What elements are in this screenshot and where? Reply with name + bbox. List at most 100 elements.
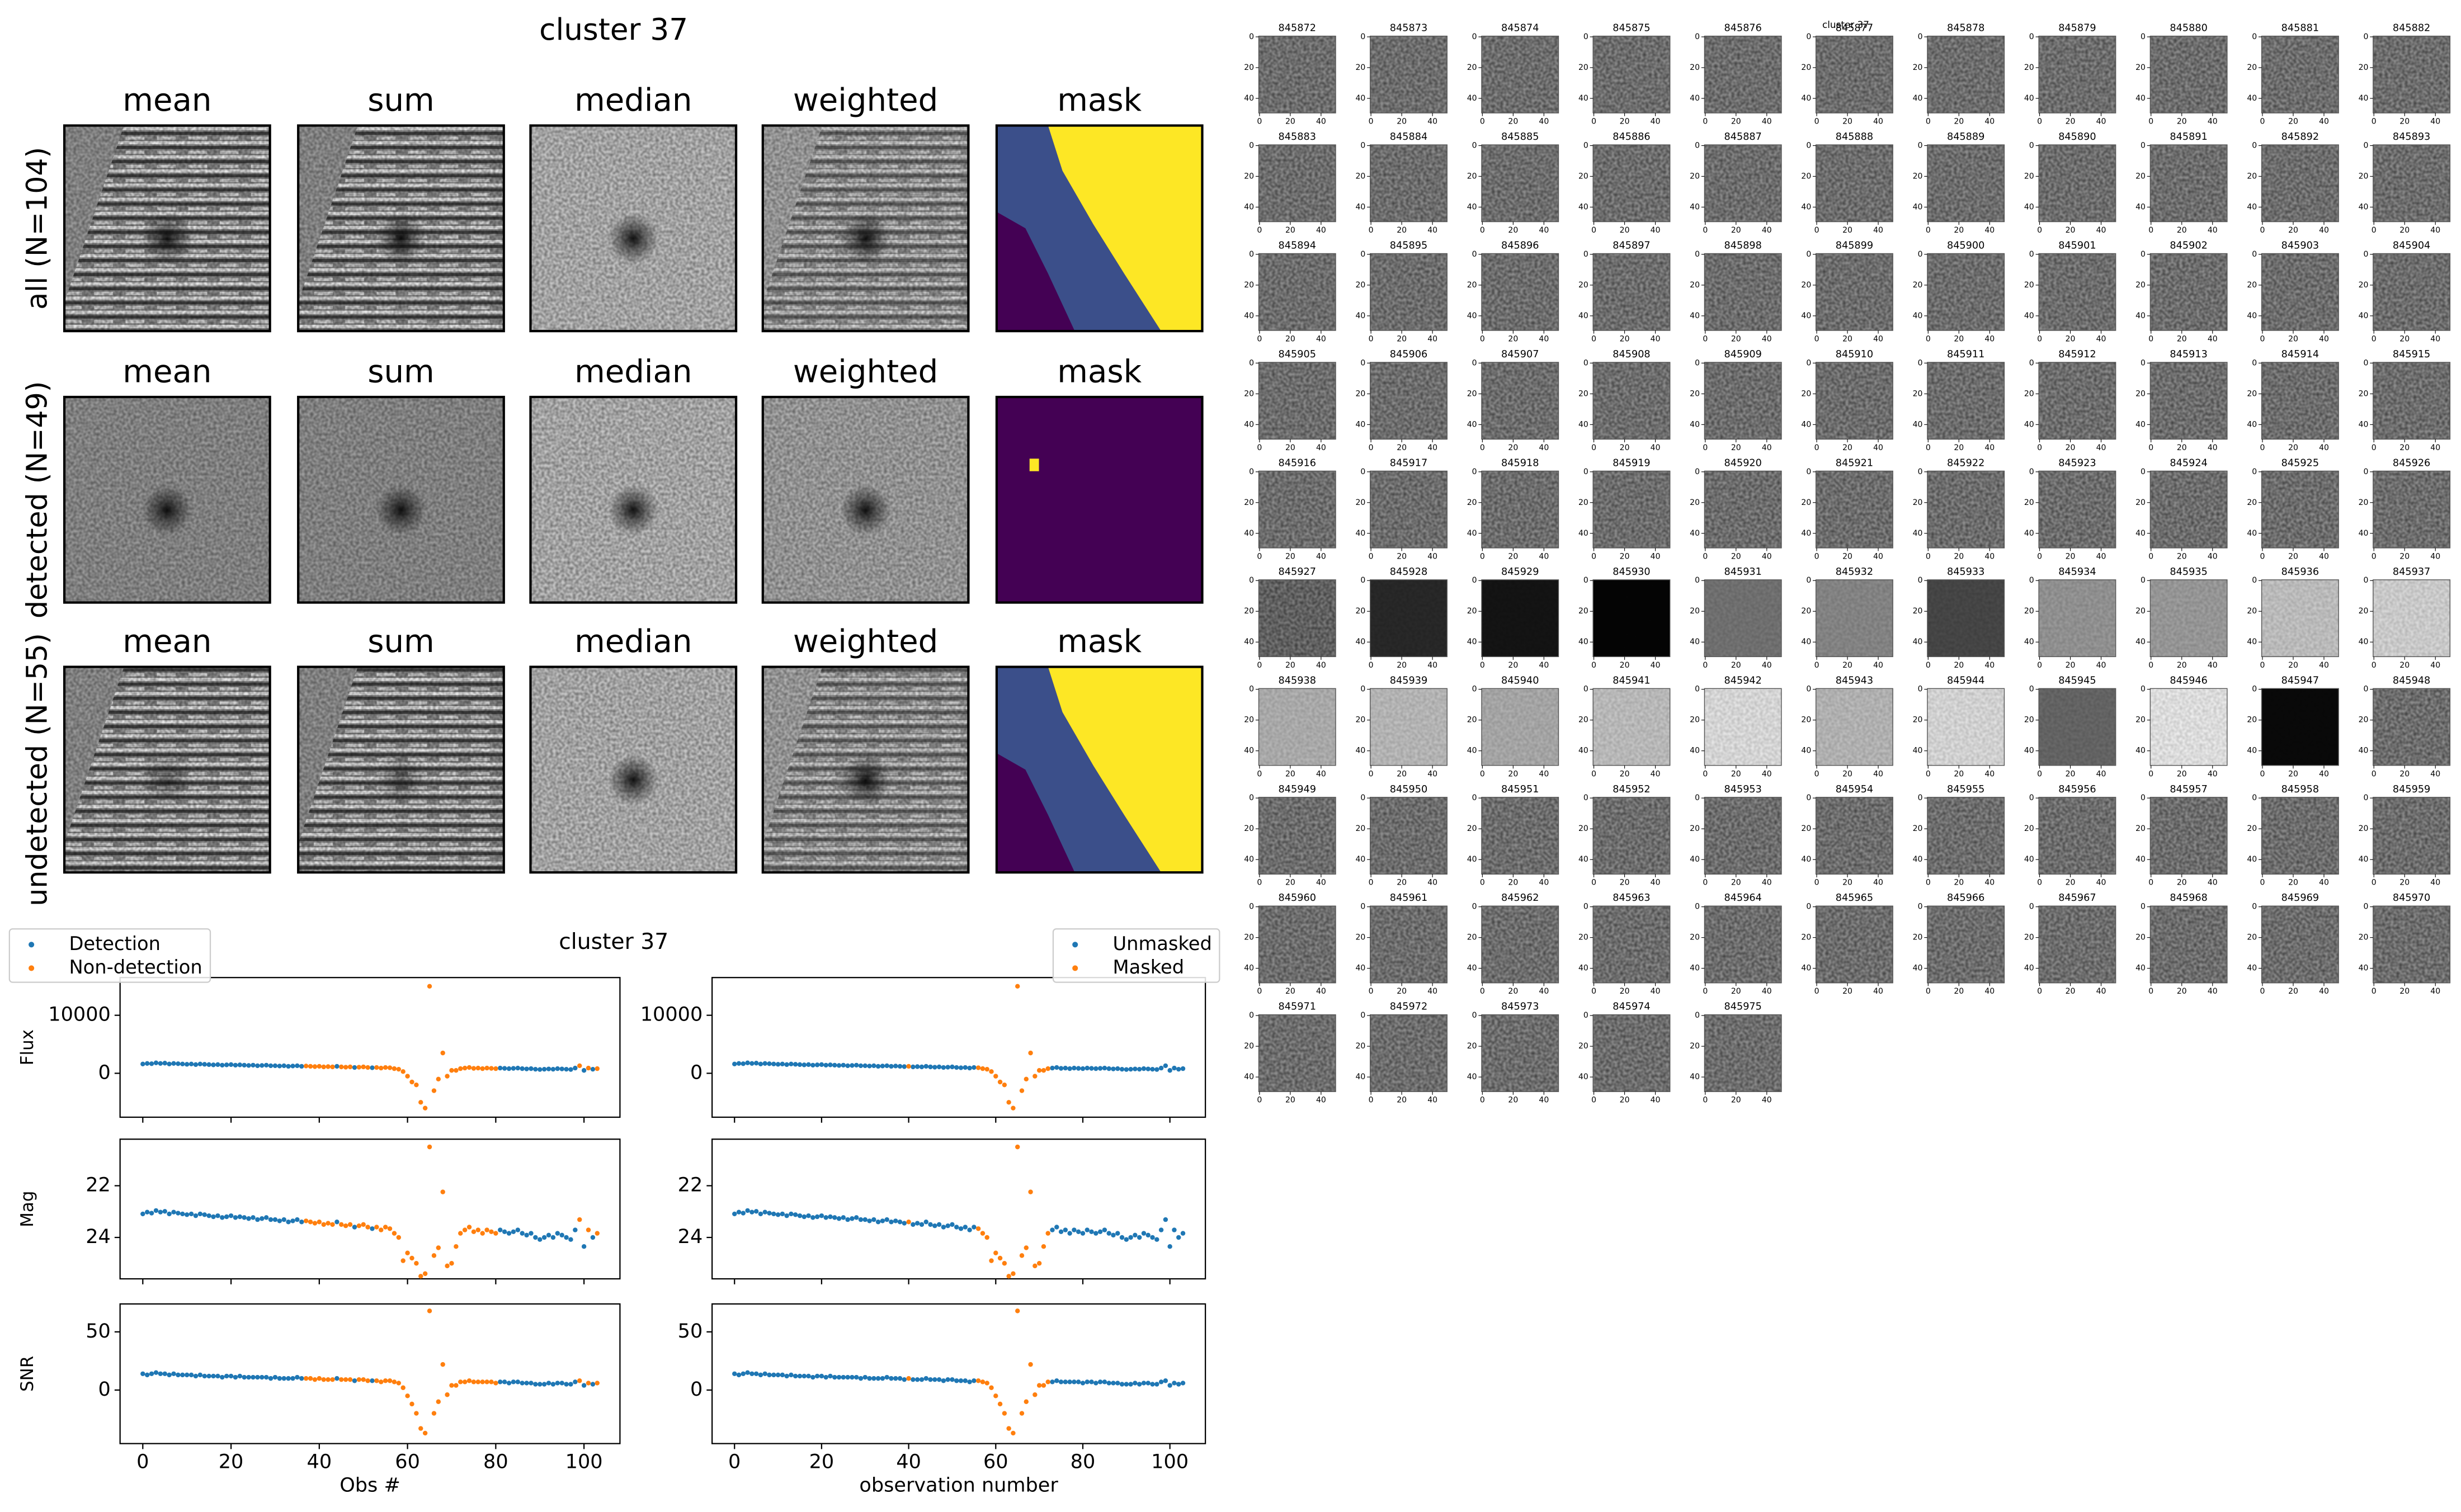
- thumbnail-y-tick-label: 20: [1801, 389, 1811, 398]
- thumbnail-x-tick-label: 20: [1731, 117, 1741, 126]
- data-point: [193, 1373, 199, 1379]
- thumbnail-y-tick-label: 20: [1467, 716, 1477, 725]
- thumbnail-y-tick-label: 0: [2141, 32, 2146, 41]
- data-point: [396, 1235, 402, 1240]
- thumbnail-label: 845898: [1724, 240, 1761, 251]
- data-point: [577, 1378, 582, 1383]
- thumbnail-x-tick-label: 40: [1762, 226, 1772, 235]
- thumbnail-x-tick-label: 0: [1257, 987, 1262, 996]
- thumbnail-x-tick-label: 20: [1620, 661, 1630, 670]
- thumbnail-label: 845882: [2393, 23, 2430, 34]
- x-tick-label: 60: [395, 1450, 420, 1473]
- thumbnail-noise: [2261, 797, 2339, 875]
- thumbnail-x-tick-label: 20: [1397, 117, 1407, 126]
- data-point: [449, 1383, 454, 1388]
- data-point: [330, 1377, 335, 1382]
- thumbnail-y-tick-label: 0: [2252, 685, 2257, 694]
- thumbnail-label: 845895: [1390, 240, 1427, 251]
- image-frame: [995, 665, 1204, 874]
- thumbnail-y-tick-label: 0: [1583, 141, 1588, 150]
- thumbnail-y-tick-label: 20: [1244, 172, 1254, 181]
- thumbnail-label: 845950: [1390, 784, 1427, 795]
- thumbnail-y-tick-label: 40: [1913, 855, 1923, 864]
- data-point: [502, 1379, 507, 1385]
- data-point: [343, 1377, 348, 1382]
- data-point: [1076, 1379, 1081, 1385]
- thumbnail-x-tick-label: 20: [1731, 987, 1741, 996]
- thumbnail-label: 845910: [1836, 349, 1873, 360]
- data-point: [559, 1066, 564, 1071]
- thumbnail-x-tick-label: 20: [1842, 443, 1852, 452]
- data-point: [374, 1065, 379, 1070]
- image-source: [608, 213, 659, 264]
- thumbnail-frame: [1258, 362, 1336, 440]
- thumbnail-y-tick-label: 0: [1918, 793, 1923, 802]
- data-point: [1036, 1383, 1042, 1388]
- thumbnail-noise: [1816, 36, 1893, 114]
- thumbnail-y-tick-label: 0: [1360, 685, 1365, 694]
- thumbnail-frame: [1370, 253, 1448, 331]
- thumbnail-label: 845917: [1390, 457, 1427, 469]
- thumbnail-y-tick-label: 40: [1690, 94, 1700, 103]
- data-point: [1167, 1383, 1172, 1388]
- thumbnail-y-tick-label: 20: [1467, 389, 1477, 398]
- data-point: [176, 1372, 181, 1378]
- data-point: [858, 1376, 864, 1381]
- thumbnail-noise: [1370, 906, 1448, 983]
- thumbnail-y-tick-label: 20: [2359, 824, 2369, 833]
- thumbnail-x-tick-label: 40: [1316, 334, 1326, 343]
- data-point: [339, 1064, 344, 1070]
- data-point: [272, 1063, 278, 1069]
- thumbnail-x-tick-label: 40: [1316, 769, 1326, 778]
- thumbnail-y-tick-label: 20: [1578, 933, 1588, 942]
- thumbnail-label: 845956: [2058, 784, 2096, 795]
- thumbnail-y-tick-label: 0: [2252, 32, 2257, 41]
- thumbnail-frame: [2038, 797, 2116, 875]
- thumbnail-x-tick-label: 40: [1984, 226, 1995, 235]
- thumbnail-x-tick-label: 20: [1954, 226, 1964, 235]
- thumbnail-y-tick-label: 0: [2141, 358, 2146, 367]
- thumbnail-y-tick-label: 0: [1360, 32, 1365, 41]
- data-point: [595, 1231, 600, 1236]
- thumbnail-frame: [2373, 144, 2451, 223]
- data-point: [418, 1274, 423, 1279]
- thumbnail-y-tick-label: 40: [2135, 420, 2146, 429]
- thumbnail-x-tick-label: 20: [2066, 661, 2076, 670]
- data-point: [771, 1372, 776, 1378]
- thumbnail-noise: [1927, 797, 2005, 875]
- thumbnail-x-tick-label: 20: [1731, 769, 1741, 778]
- data-point: [224, 1214, 229, 1220]
- thumbnail-noise: [2373, 906, 2450, 983]
- thumbnail-noise: [1370, 688, 1448, 766]
- data-point: [963, 1225, 968, 1230]
- thumbnail-x-tick-label: 20: [1954, 117, 1964, 126]
- thumbnail-x-tick-label: 20: [2288, 443, 2298, 452]
- thumbnail-label: 845904: [2393, 240, 2430, 251]
- thumbnail-frame: [1481, 253, 1559, 331]
- data-point: [308, 1064, 313, 1069]
- data-point: [897, 1376, 903, 1381]
- thumbnail-frame: [2038, 253, 2116, 331]
- data-point: [950, 1377, 955, 1382]
- data-point: [158, 1061, 163, 1066]
- thumbnail-noise: [2039, 797, 2116, 875]
- thumbnail-x-tick-label: 20: [2288, 226, 2298, 235]
- data-point: [871, 1376, 876, 1381]
- thumbnail-y-tick-label: 20: [1244, 716, 1254, 725]
- thumbnail-x-tick-label: 0: [1480, 987, 1485, 996]
- thumbnail-x-tick-label: 40: [1873, 117, 1883, 126]
- data-point: [997, 1255, 1003, 1261]
- thumbnail-x-tick-label: 20: [1620, 769, 1630, 778]
- thumbnail-frame: [2261, 253, 2339, 331]
- thumbnail-x-tick-label: 0: [2260, 661, 2265, 670]
- thumbnail-y-tick-label: 0: [2364, 358, 2369, 367]
- data-point: [206, 1213, 211, 1218]
- data-point: [458, 1379, 463, 1385]
- thumbnail-y-tick-label: 0: [2364, 467, 2369, 476]
- data-point: [958, 1226, 964, 1231]
- data-point: [158, 1371, 163, 1376]
- thumbnail-y-tick-label: 40: [1801, 855, 1811, 864]
- data-point: [1015, 984, 1020, 989]
- data-point: [484, 1227, 489, 1232]
- thumbnail-y-tick-label: 0: [1918, 903, 1923, 911]
